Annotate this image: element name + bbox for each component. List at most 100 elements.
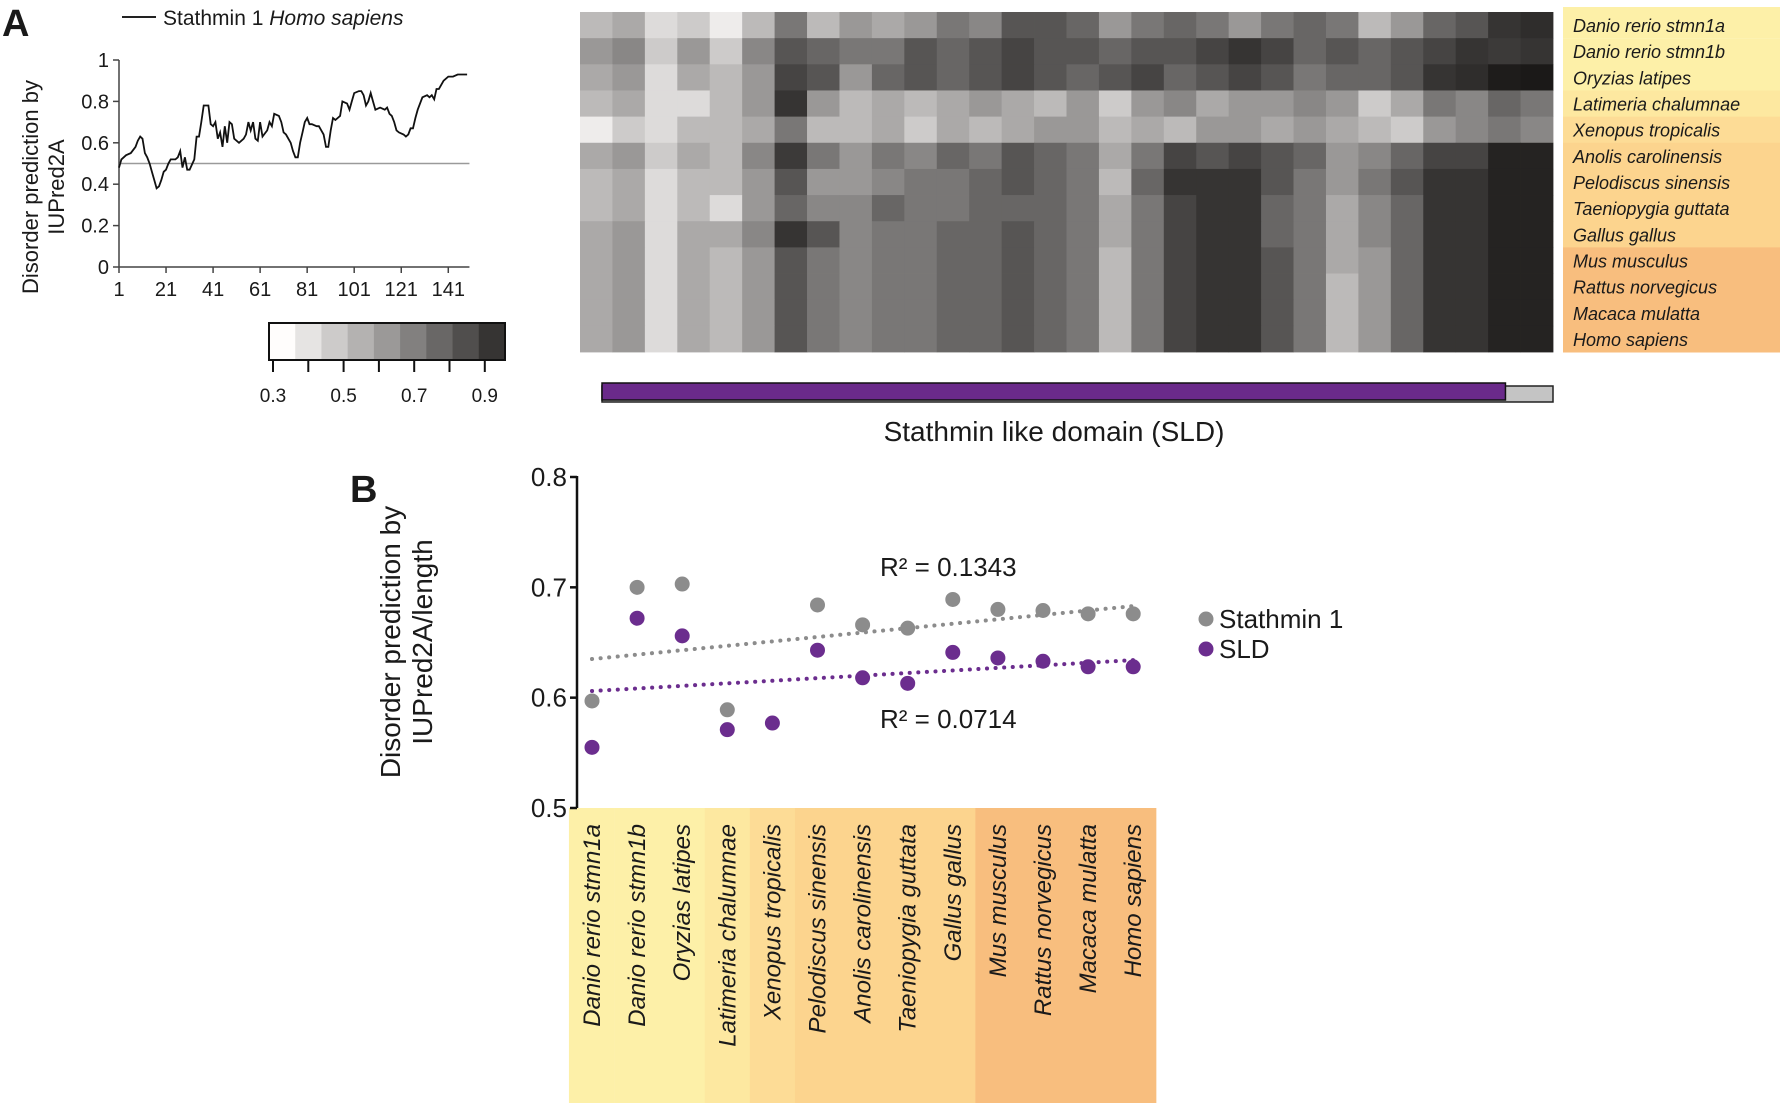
category-band <box>568 808 615 1103</box>
heatmap-cell <box>936 12 970 39</box>
heatmap-cell <box>969 195 1003 222</box>
y-tick-label: 0 <box>98 257 109 279</box>
colorbar-step <box>478 323 506 360</box>
heatmap-cell <box>1228 38 1262 65</box>
colorbar-step <box>295 323 322 360</box>
heatmap-cell <box>807 142 840 170</box>
heatmap-cell <box>1423 142 1457 170</box>
heatmap-row-label: Xenopus tropicalis <box>1572 121 1720 141</box>
heatmap-cell <box>1261 299 1294 327</box>
heatmap-cell <box>742 116 775 144</box>
heatmap-cell <box>612 12 646 39</box>
heatmap-cell <box>1390 299 1424 327</box>
row-label-band <box>1563 299 1780 327</box>
heatmap-row-label: Rattus norvegicus <box>1573 278 1717 298</box>
heatmap-row-label: Gallus gallus <box>1573 225 1676 245</box>
heatmap-cell <box>1261 38 1294 65</box>
heatmap-cell <box>644 116 678 144</box>
heatmap-cell <box>774 221 808 248</box>
heatmap-cell <box>709 38 743 65</box>
colorbar-step <box>452 323 480 360</box>
heatmap-cell <box>1488 325 1521 353</box>
heatmap-cell <box>871 299 905 327</box>
heatmap-cell <box>1293 273 1327 301</box>
heatmap-cell <box>969 247 1003 274</box>
point-sld <box>945 644 961 660</box>
heatmap-cell <box>1423 221 1457 248</box>
x-tick-label: 21 <box>155 279 177 301</box>
heatmap-cell <box>1131 221 1165 248</box>
heatmap-cell <box>1196 12 1230 39</box>
heatmap-cell <box>839 221 873 248</box>
heatmap-cell <box>1358 90 1392 118</box>
heatmap-cell <box>1488 221 1521 248</box>
heatmap-cell <box>1520 142 1554 170</box>
heatmap-cell <box>969 221 1003 248</box>
point-stathmin1 <box>945 591 961 607</box>
heatmap-cell <box>1488 38 1521 65</box>
point-stathmin1 <box>810 597 825 613</box>
heatmap-cell <box>677 299 711 327</box>
heatmap-cell <box>871 90 905 118</box>
heatmap-cell <box>1520 299 1554 327</box>
heatmap-cell <box>1261 116 1294 144</box>
heatmap-cell <box>580 299 613 327</box>
heatmap-cell <box>1163 116 1197 144</box>
legend-swatch-stathmin1 <box>1198 611 1214 627</box>
heatmap-cell <box>1325 38 1359 65</box>
row-label-band <box>1563 273 1780 301</box>
line-chart-ylabel: Disorder prediction by IUPred2A <box>18 80 69 294</box>
colorbar-tick-label: 0.7 <box>401 386 427 407</box>
heatmap-cell <box>1261 273 1294 301</box>
heatmap-cell <box>1196 195 1230 222</box>
row-label-band <box>1563 247 1780 275</box>
y-tick-label: 0.6 <box>81 133 109 155</box>
heatmap-cell <box>1131 142 1165 170</box>
heatmap-cell <box>644 38 678 65</box>
heatmap-cell <box>580 142 613 170</box>
heatmap-cell <box>1423 273 1457 301</box>
heatmap-cell <box>1066 299 1100 327</box>
heatmap-cell <box>1325 90 1359 118</box>
point-stathmin1 <box>855 617 871 633</box>
y-tick-label: 0.6 <box>531 683 567 713</box>
heatmap-cell <box>1163 12 1197 39</box>
heatmap-cell <box>1261 90 1294 118</box>
x-tick-label: 141 <box>432 279 465 301</box>
y-tick-label: 0.8 <box>531 462 567 492</box>
heatmap-cell <box>1293 221 1327 248</box>
heatmap-cell <box>580 12 613 39</box>
category-label: Danio rerio stmn1b <box>624 824 651 1027</box>
heatmap-cell <box>1358 38 1392 65</box>
x-tick-label: 101 <box>338 279 371 301</box>
heatmap-cell <box>839 12 873 39</box>
heatmap-cell <box>1423 12 1457 39</box>
heatmap-cell <box>969 38 1003 65</box>
heatmap-cell <box>839 195 873 222</box>
x-tick-label: 61 <box>249 279 271 301</box>
heatmap-cell <box>1034 247 1067 274</box>
heatmap-cell <box>1163 299 1197 327</box>
heatmap-cell <box>1163 221 1197 248</box>
heatmap-cell <box>1034 64 1067 91</box>
heatmap-cell <box>904 12 938 39</box>
heatmap-cell <box>936 325 970 353</box>
heatmap-cell <box>709 325 743 353</box>
y-tick-label: 0.5 <box>531 793 567 823</box>
heatmap-cell <box>1455 90 1489 118</box>
heatmap-cell <box>612 64 646 91</box>
category-label: Danio rerio stmn1a <box>579 824 606 1027</box>
point-stathmin1 <box>674 576 690 592</box>
heatmap-cell <box>1066 12 1100 39</box>
category-label: Macaca mulatta <box>1075 824 1102 993</box>
heatmap-cell <box>774 90 808 118</box>
colorbar-step <box>321 323 349 360</box>
heatmap-cell <box>1098 299 1132 327</box>
heatmap-cell <box>1325 221 1359 248</box>
heatmap-cell <box>1423 64 1457 91</box>
heatmap-cell <box>1066 195 1100 222</box>
heatmap-cell <box>807 221 840 248</box>
heatmap-cell <box>1034 90 1067 118</box>
legend-label-sld: SLD <box>1219 634 1270 664</box>
heatmap-cell <box>1488 12 1521 39</box>
